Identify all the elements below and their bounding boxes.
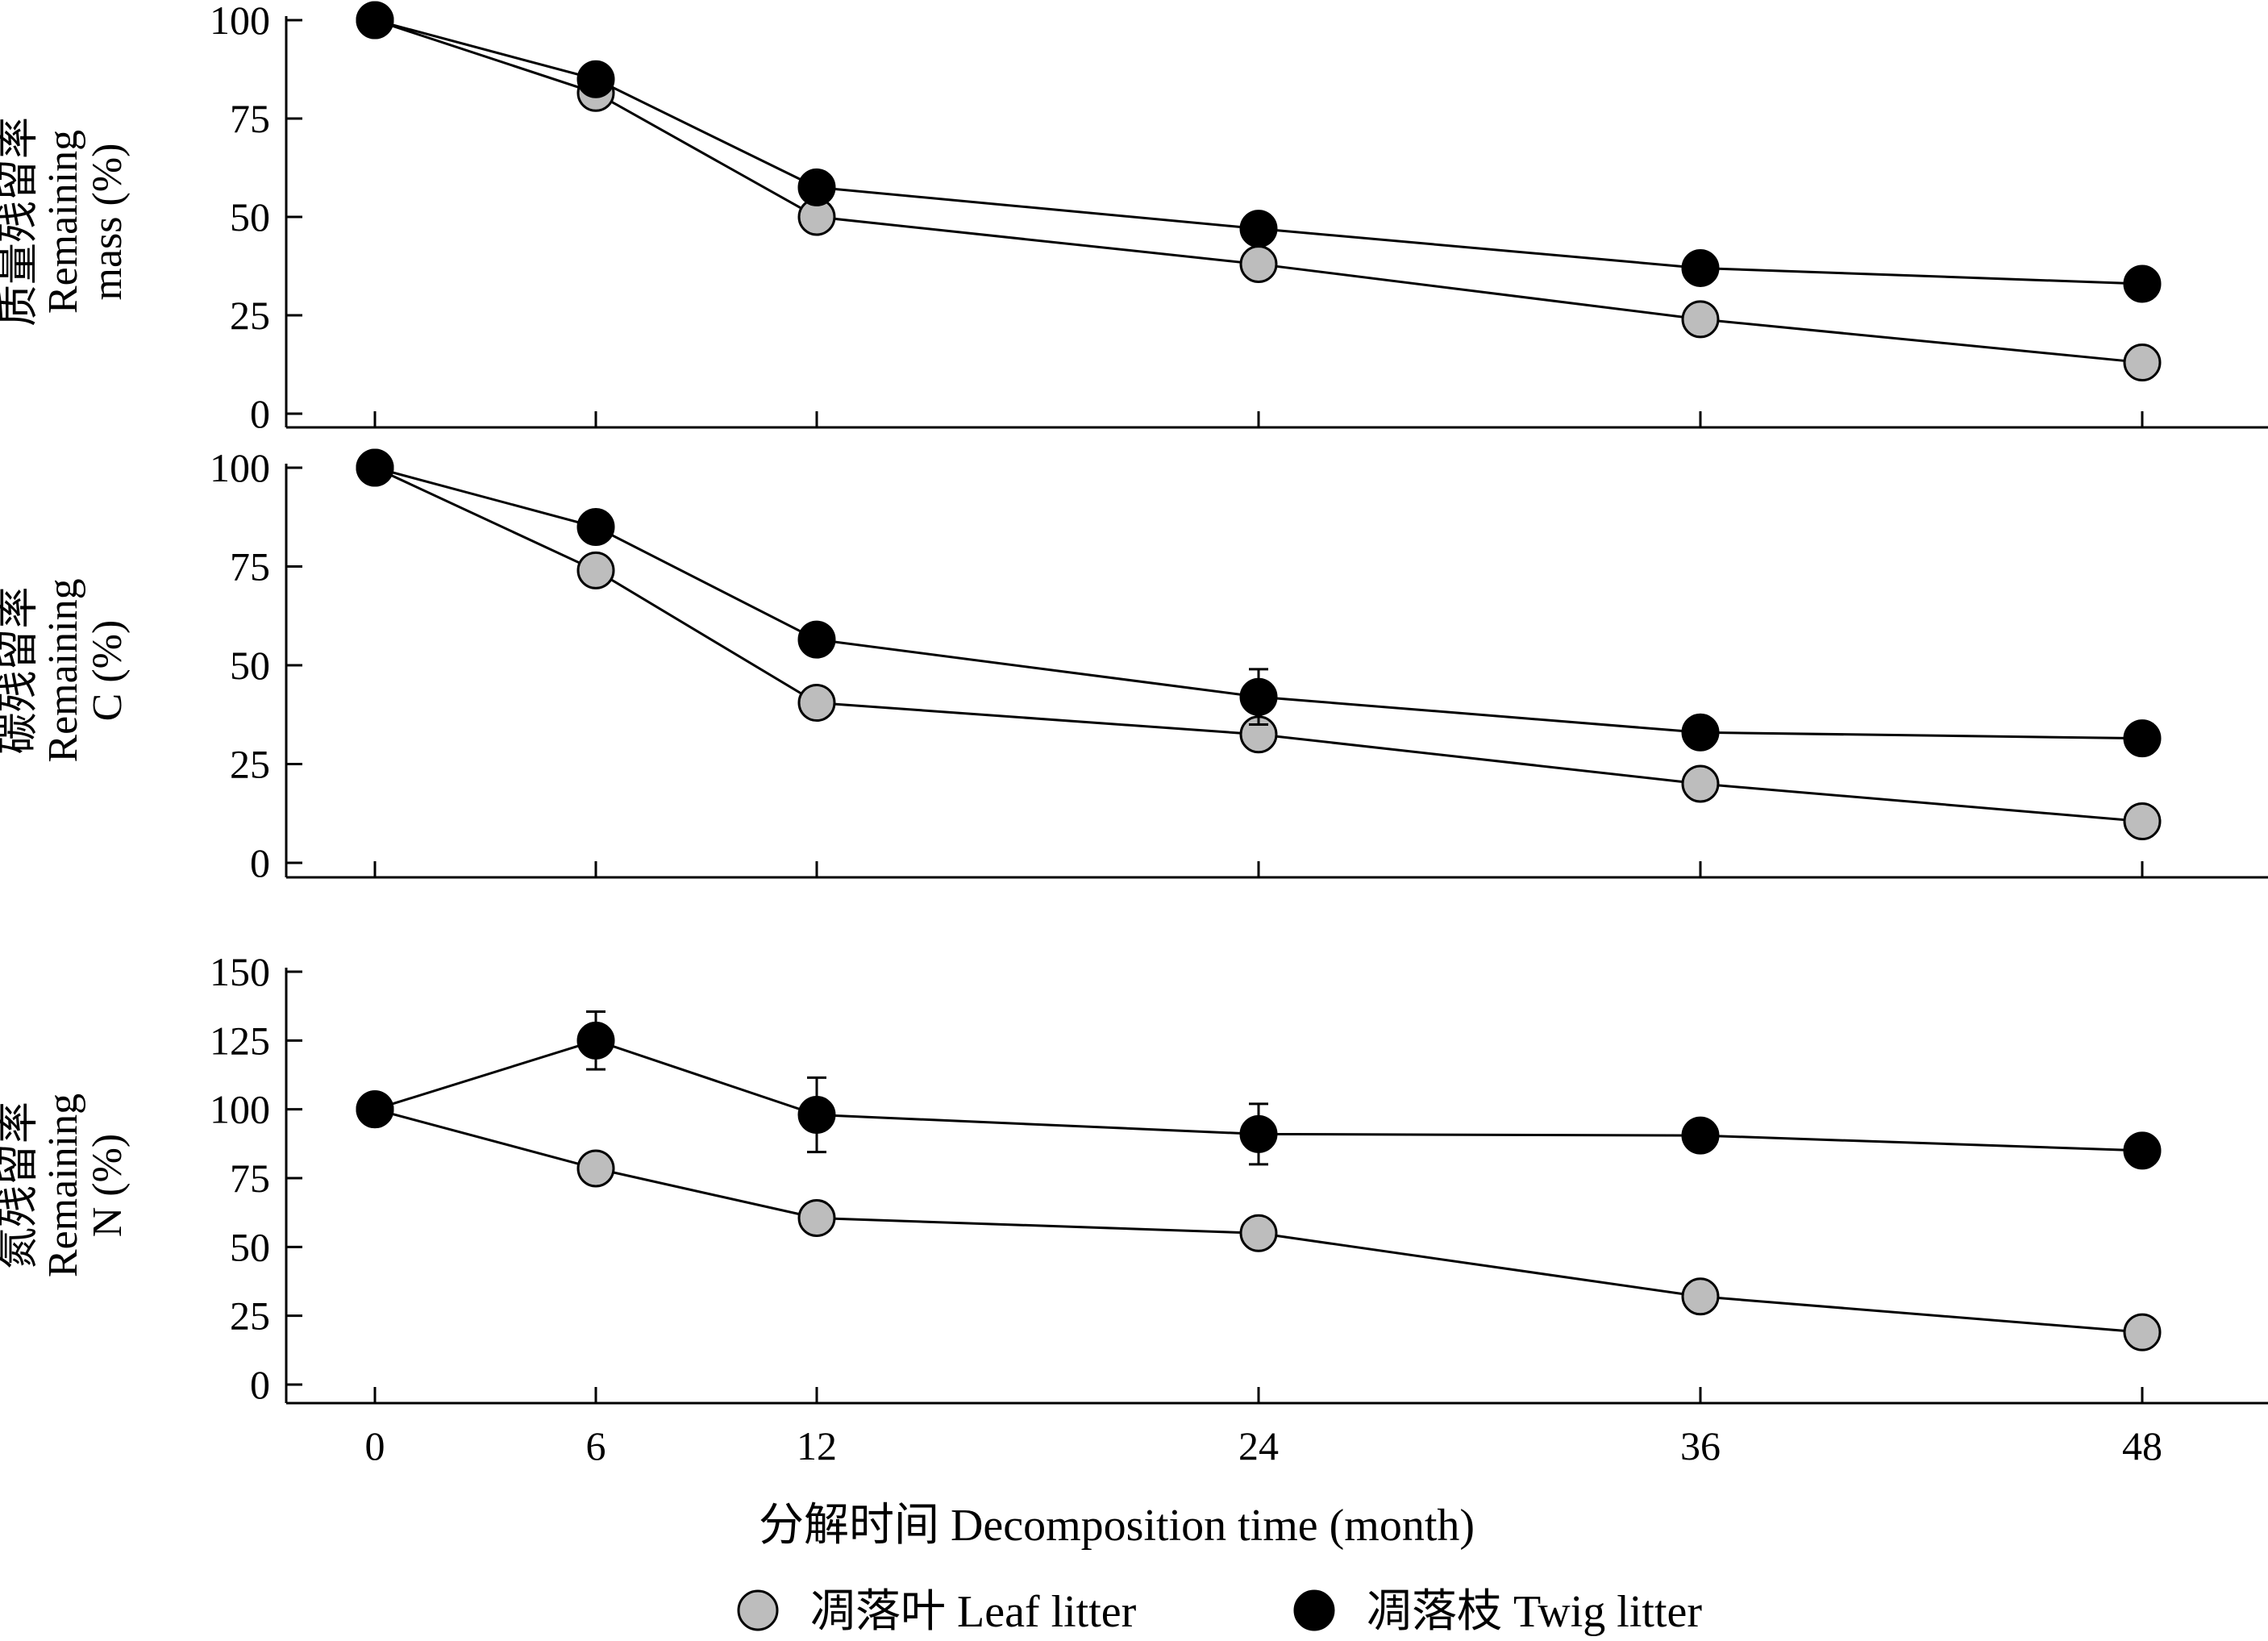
- x-tick-label: 0: [365, 1423, 385, 1468]
- legend-marker: [1293, 1589, 1335, 1631]
- y-tick-label: 50: [230, 194, 270, 239]
- y-tick-label: 150: [210, 949, 270, 994]
- x-tick-label: 48: [2122, 1423, 2162, 1468]
- data-point: [356, 1, 394, 40]
- legend-item: 凋落枝 Twig litter: [1293, 1587, 1702, 1637]
- series-line: [374, 1039, 2143, 1152]
- y-axis-label-line: mass (%): [85, 144, 131, 301]
- y-axis-label-line: 碳残留率: [0, 586, 42, 754]
- data-point: [1681, 1277, 1720, 1316]
- x-axis-label: 分解时间 Decomposition time (month): [759, 1501, 1475, 1551]
- y-axis-label-line: 质量残留率: [0, 117, 42, 327]
- y-tick-label: 25: [230, 1293, 270, 1339]
- y-axis-label-line: Remaining: [40, 578, 86, 762]
- data-point: [797, 620, 836, 659]
- data-point: [797, 1095, 836, 1134]
- x-tick-label: 36: [1680, 1423, 1721, 1468]
- y-tick-label: 0: [250, 840, 270, 885]
- data-point: [576, 1021, 615, 1060]
- y-tick-label: 100: [210, 445, 270, 490]
- data-point: [576, 508, 615, 546]
- data-point: [1681, 713, 1720, 752]
- y-tick-label: 125: [210, 1018, 270, 1063]
- y-tick-label: 75: [230, 96, 270, 141]
- y-axis-label-line: Remaining: [40, 1093, 86, 1277]
- data-point: [2123, 1131, 2162, 1170]
- series-line: [374, 466, 2143, 740]
- y-tick-label: 100: [210, 0, 270, 43]
- y-tick-label: 50: [230, 1224, 270, 1269]
- data-point: [1239, 1214, 1278, 1252]
- y-tick-label: 0: [250, 391, 270, 436]
- x-tick-label: 24: [1238, 1423, 1279, 1468]
- data-point: [2123, 802, 2162, 841]
- data-point: [576, 1149, 615, 1188]
- data-point: [2123, 344, 2162, 382]
- y-tick-label: 0: [250, 1362, 270, 1407]
- data-point: [2123, 264, 2162, 303]
- data-point: [1239, 245, 1278, 284]
- series-line: [374, 466, 2143, 823]
- y-tick-label: 100: [210, 1087, 270, 1132]
- data-point: [1681, 764, 1720, 803]
- data-point: [576, 60, 615, 98]
- y-axis-label-line: N (%): [85, 1134, 131, 1238]
- data-point: [1681, 300, 1720, 339]
- y-tick-label: 25: [230, 293, 270, 338]
- legend-item: 凋落叶 Leaf litter: [737, 1587, 1137, 1637]
- legend-marker: [737, 1589, 779, 1631]
- x-tick-label: 12: [797, 1423, 837, 1468]
- data-point: [1239, 1114, 1278, 1153]
- y-tick-label: 25: [230, 742, 270, 787]
- y-axis-label-line: C (%): [85, 620, 131, 722]
- data-point: [1681, 248, 1720, 287]
- legend-label: 凋落枝 Twig litter: [1367, 1587, 1702, 1637]
- y-tick-label: 50: [230, 643, 270, 688]
- x-tick-label: 6: [586, 1423, 606, 1468]
- series-line: [374, 19, 2143, 364]
- data-point: [1239, 210, 1278, 248]
- y-tick-label: 75: [230, 544, 270, 589]
- y-axis-label-line: 氮残留率: [0, 1102, 42, 1269]
- y-axis-label-line: Remaining: [40, 130, 86, 314]
- data-point: [1681, 1116, 1720, 1155]
- data-point: [797, 684, 836, 723]
- data-point: [2123, 1313, 2162, 1352]
- data-point: [797, 168, 836, 206]
- data-point: [797, 1198, 836, 1237]
- series-line: [374, 19, 2143, 285]
- legend: 凋落叶 Leaf litter 凋落枝 Twig litter: [737, 1587, 1702, 1637]
- legend-label: 凋落叶 Leaf litter: [810, 1587, 1137, 1637]
- data-point: [356, 448, 394, 487]
- data-point: [2123, 719, 2162, 758]
- series-line: [374, 1108, 2143, 1334]
- data-point: [356, 1090, 394, 1129]
- data-point: [1239, 677, 1278, 716]
- y-tick-label: 75: [230, 1156, 270, 1201]
- data-point: [576, 551, 615, 589]
